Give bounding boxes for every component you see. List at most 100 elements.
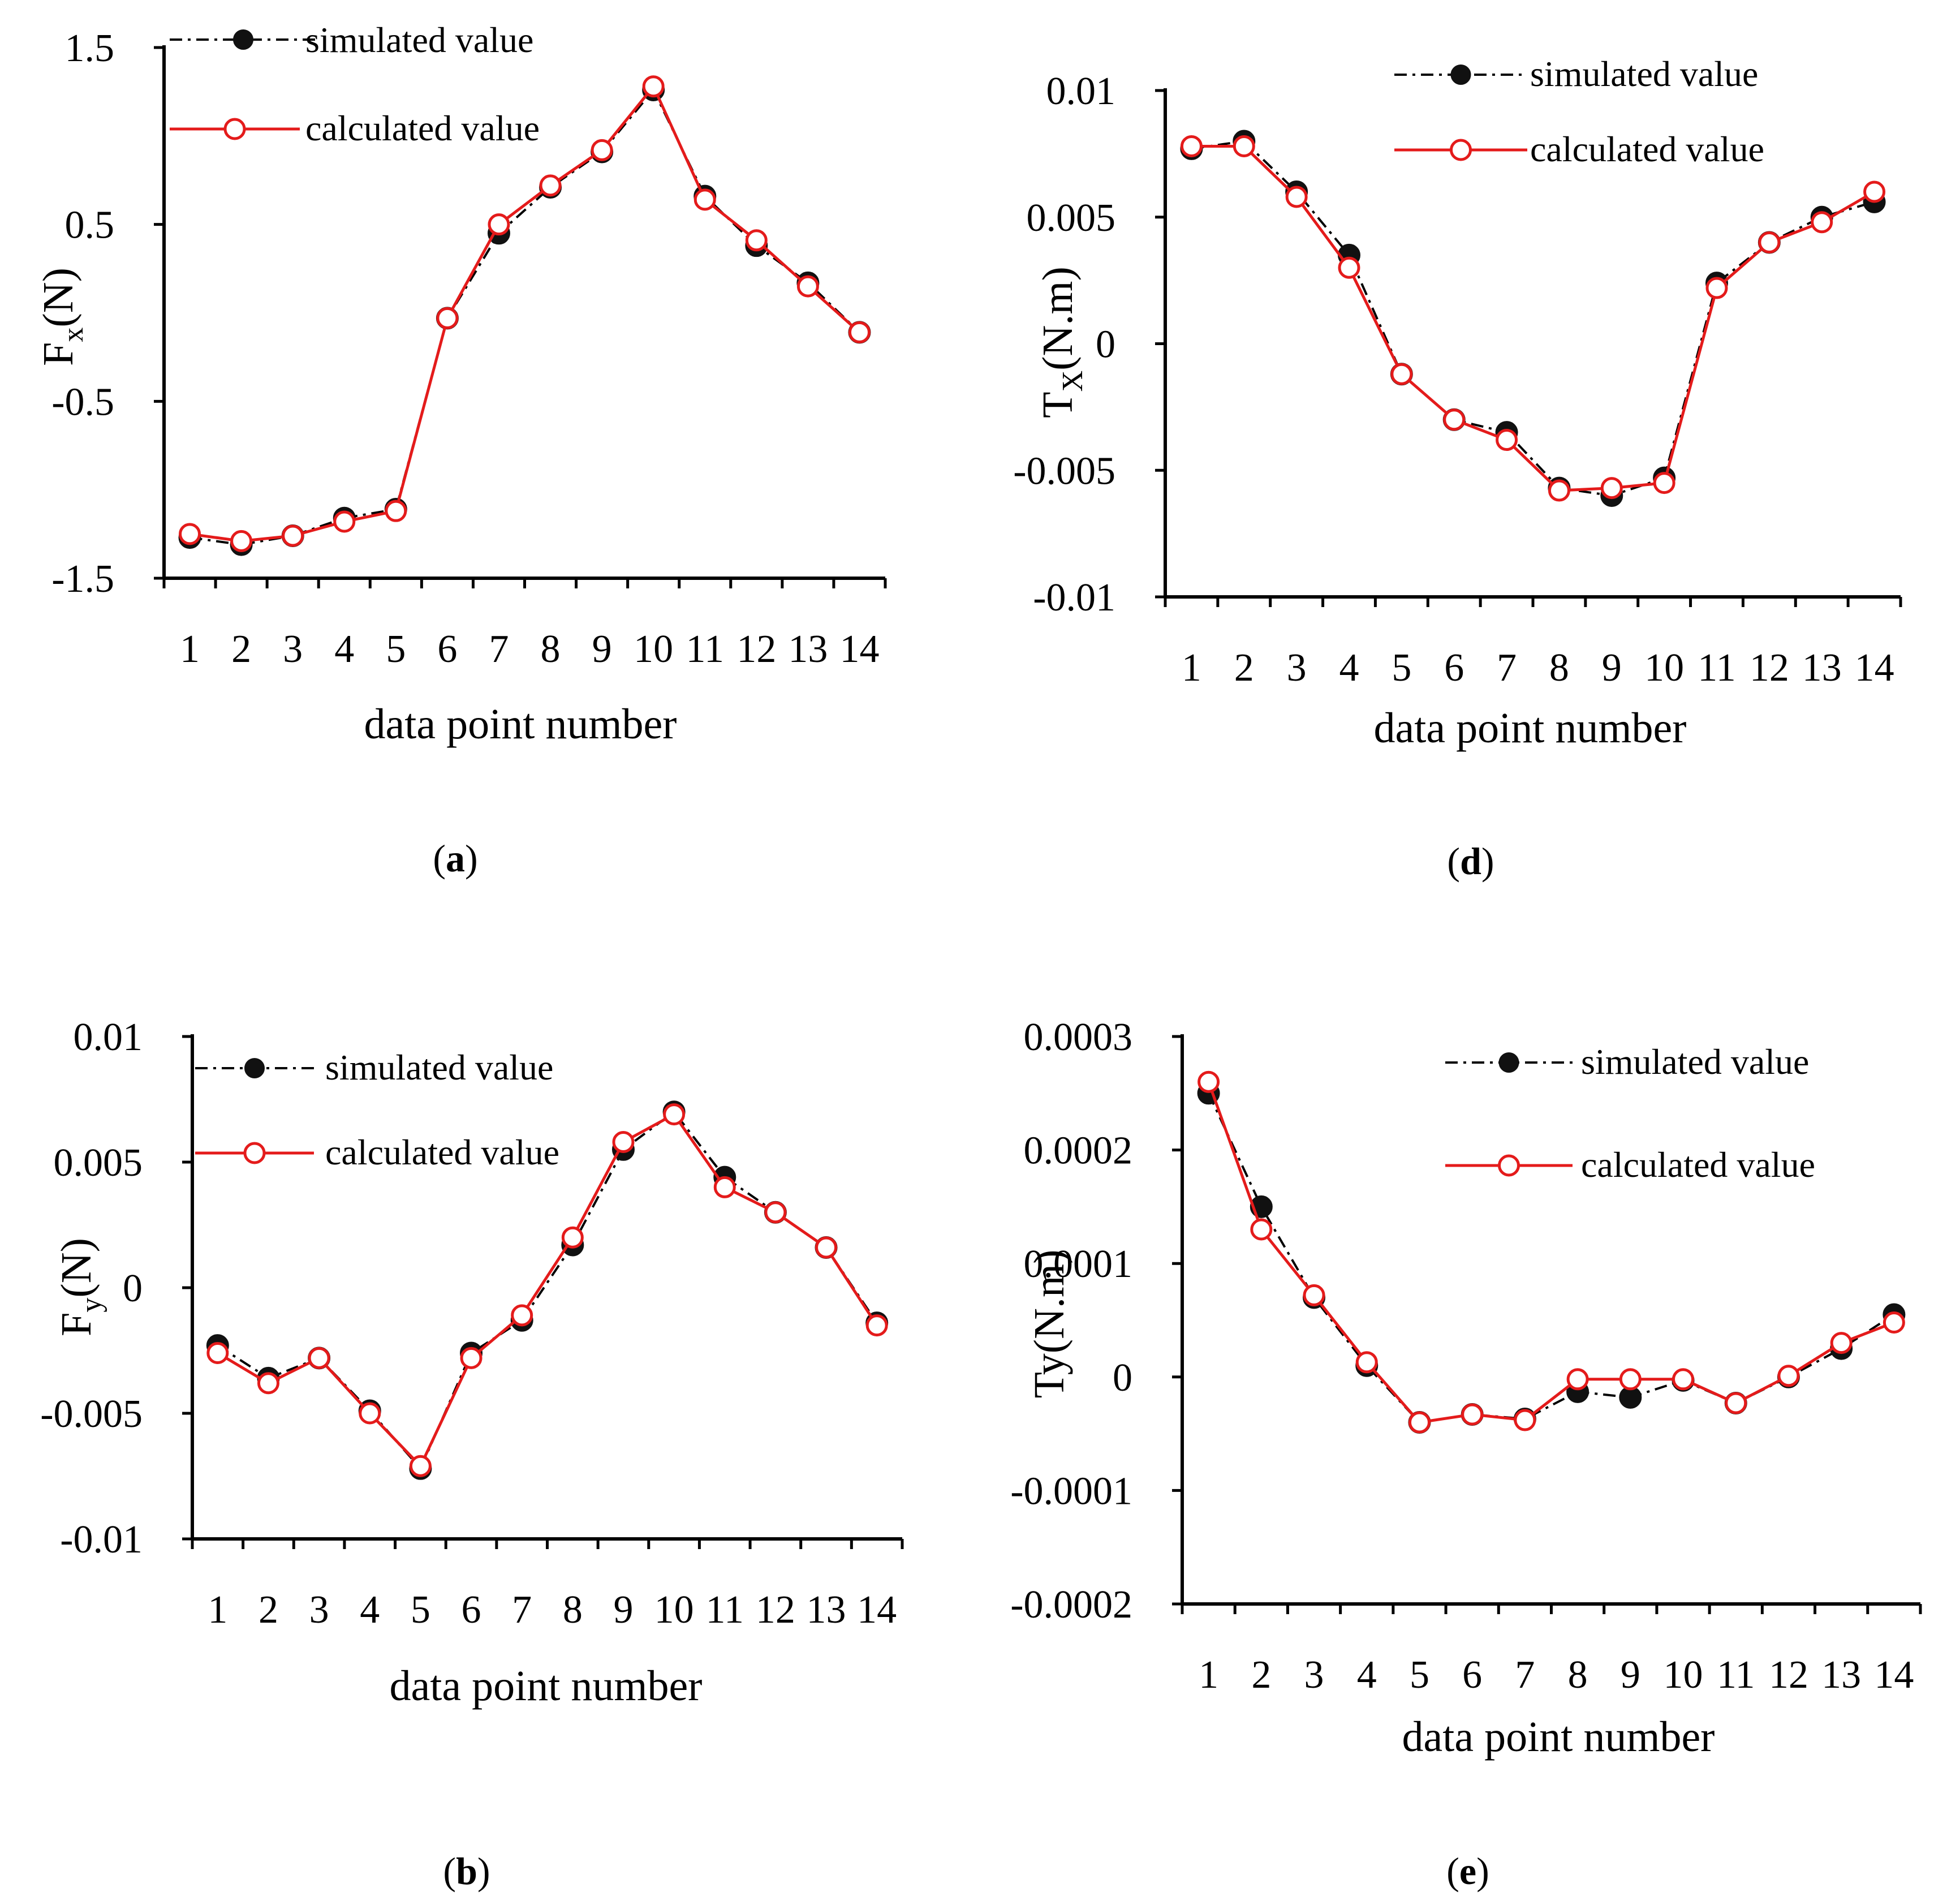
x-tick-label: 2 [1234, 646, 1254, 690]
calculated-point [1355, 1351, 1378, 1374]
x-tick-label: 7 [512, 1588, 532, 1632]
x-tick-label: 9 [1621, 1653, 1640, 1697]
x-tick-label: 2 [231, 627, 251, 671]
calculated-point [848, 321, 871, 343]
legend: simulated value calculated value [1394, 54, 1764, 169]
legend-simulated-marker [244, 1058, 265, 1078]
x-tick-label: 3 [283, 627, 303, 671]
x-tick-label: 11 [1698, 646, 1735, 690]
x-tick-label: 5 [1392, 646, 1411, 690]
calculated-point [1408, 1411, 1431, 1434]
calculated-point [612, 1130, 635, 1153]
y-tick-label: 0.5 [65, 204, 115, 247]
x-axis-title: data point number [1374, 704, 1687, 752]
calculated-point [1600, 477, 1623, 500]
legend-calculated-marker [1450, 139, 1472, 161]
calculated-point [1443, 408, 1466, 431]
x-tick-label: 9 [1602, 646, 1622, 690]
x-axis-title: data point number [364, 700, 677, 748]
y-axis-title-main: F [35, 342, 82, 366]
calculated-point [1619, 1368, 1642, 1391]
calculated-point [333, 510, 356, 533]
x-tick-label: 10 [634, 627, 673, 671]
y-tick-label: 0 [1113, 1356, 1132, 1400]
calculated-point [539, 174, 562, 197]
panel-label: (d) [1447, 840, 1494, 883]
x-tick-label: 6 [1462, 1653, 1482, 1697]
y-tick-label: 0.005 [1027, 196, 1116, 240]
x-tick-label: 9 [592, 627, 612, 671]
y-tick-label: -1.5 [51, 557, 114, 601]
x-tick-label: 5 [1410, 1653, 1429, 1697]
calculated-point [1883, 1311, 1905, 1334]
calculated-point [1863, 180, 1886, 203]
legend: simulated value calculated value [170, 20, 540, 148]
x-tick-label: 11 [706, 1588, 744, 1632]
calculated-point [409, 1455, 432, 1477]
y-axis-title-tail: (N.m) [1034, 266, 1082, 371]
x-tick-label: 6 [1444, 646, 1464, 690]
calculated-point [1758, 231, 1781, 253]
x-tick-label: 1 [1182, 646, 1201, 690]
x-tick-label: 2 [1251, 1653, 1271, 1697]
calculated-point [1777, 1365, 1800, 1387]
x-tick-label: 4 [360, 1588, 380, 1632]
legend-simulated-marker [1498, 1052, 1519, 1073]
legend-calculated-label: calculated value [305, 108, 540, 148]
legend-calculated-label: calculated value [1581, 1145, 1815, 1185]
legend-simulated-marker [233, 29, 253, 50]
calculated-point [1338, 256, 1360, 279]
calculated-point [257, 1372, 279, 1395]
x-axis-title: data point number [1402, 1713, 1715, 1761]
y-tick-label: 0.0001 [1024, 1242, 1133, 1286]
x-tick-label: 1 [208, 1588, 227, 1632]
y-axis-title-main: Ty(N.m) [1026, 1250, 1073, 1399]
calculated-point [796, 275, 819, 298]
y-tick-label: -0.0001 [1010, 1469, 1132, 1513]
x-tick-label: 13 [807, 1588, 846, 1632]
x-tick-label: 14 [839, 627, 879, 671]
x-tick-label: 6 [437, 627, 457, 671]
calculated-point [764, 1201, 787, 1224]
calculated-point [865, 1314, 888, 1337]
y-tick-label: -0.005 [40, 1392, 143, 1436]
legend-simulated-label: simulated value [325, 1047, 553, 1087]
x-tick-label: 5 [386, 627, 406, 671]
calculated-point [488, 213, 510, 236]
panel-label: (a) [433, 837, 477, 880]
x-tick-label: 3 [309, 1588, 329, 1632]
y-tick-label: 1.5 [65, 27, 115, 70]
simulated-series-line [189, 88, 860, 546]
calculated-point [815, 1236, 838, 1259]
x-tick-label: 12 [756, 1588, 795, 1632]
calculated-point [713, 1176, 736, 1198]
x-tick-label: 3 [1304, 1653, 1324, 1697]
calculated-point [1390, 363, 1413, 385]
y-axis-title-sub: x [57, 328, 89, 342]
x-tick-label: 8 [563, 1588, 583, 1632]
calculated-point [1566, 1368, 1589, 1391]
calculated-point [1514, 1409, 1536, 1431]
calculated-series-line [189, 84, 861, 543]
calculated-point [1197, 1070, 1220, 1093]
calculated-point [179, 523, 201, 545]
x-tick-label: 11 [686, 627, 724, 671]
calculated-point [1496, 429, 1518, 451]
calculated-point [1653, 472, 1675, 494]
y-tick-label: 0.01 [74, 1016, 143, 1059]
y-tick-label: 0.0003 [1024, 1016, 1133, 1059]
x-tick-label: 13 [1802, 646, 1842, 690]
legend-simulated-marker [1450, 64, 1471, 85]
y-axis-title-tail: (N) [53, 1238, 100, 1298]
calculated-point [745, 229, 768, 252]
legend-simulated-label: simulated value [1530, 54, 1758, 94]
y-tick-label: 0 [1096, 323, 1115, 367]
legend-calculated-label: calculated value [1530, 129, 1764, 169]
calculated-point [561, 1226, 584, 1249]
x-tick-label: 7 [1497, 646, 1517, 690]
legend-calculated-marker [1498, 1154, 1520, 1177]
